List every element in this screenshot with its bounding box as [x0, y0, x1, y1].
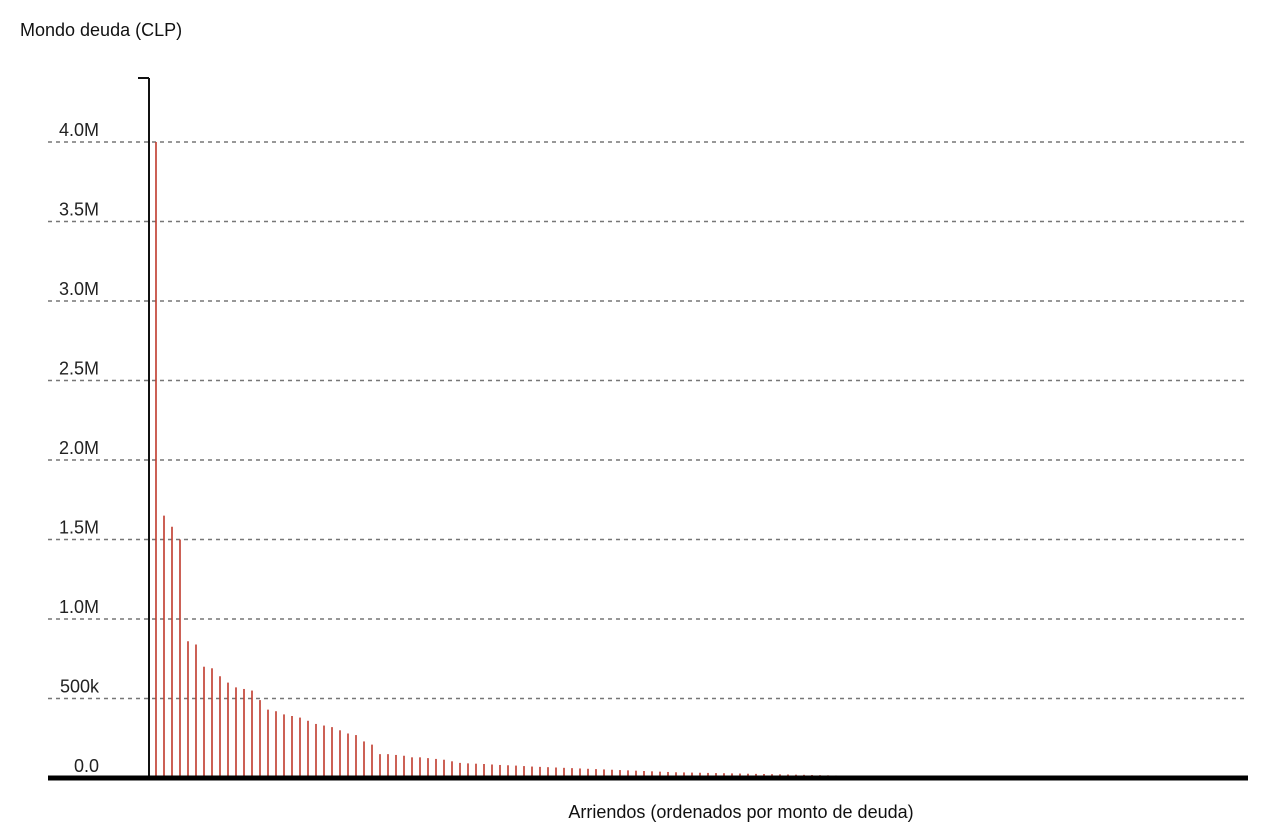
y-tick-labels: 0.0 500k 1.0M 1.5M 2.0M 2.5M 3.0M 3.5M 4.0M	[59, 120, 100, 776]
y-tick-label: 3.0M	[59, 279, 99, 299]
y-tick-label: 4.0M	[59, 120, 99, 140]
gridlines	[48, 141, 1244, 700]
y-tick-label: 500k	[60, 677, 100, 697]
y-tick-label: 2.0M	[59, 438, 99, 458]
y-tick-label: 2.5M	[59, 359, 99, 379]
bars	[155, 142, 1005, 778]
x-axis-label: Arriendos (ordenados por monto de deuda)	[568, 802, 913, 822]
y-tick-label: 0.0	[74, 756, 99, 776]
y-tick-label: 3.5M	[59, 200, 99, 220]
y-tick-label: 1.0M	[59, 597, 99, 617]
chart-title: Mondo deuda (CLP)	[20, 20, 183, 40]
y-tick-label: 1.5M	[59, 518, 99, 538]
